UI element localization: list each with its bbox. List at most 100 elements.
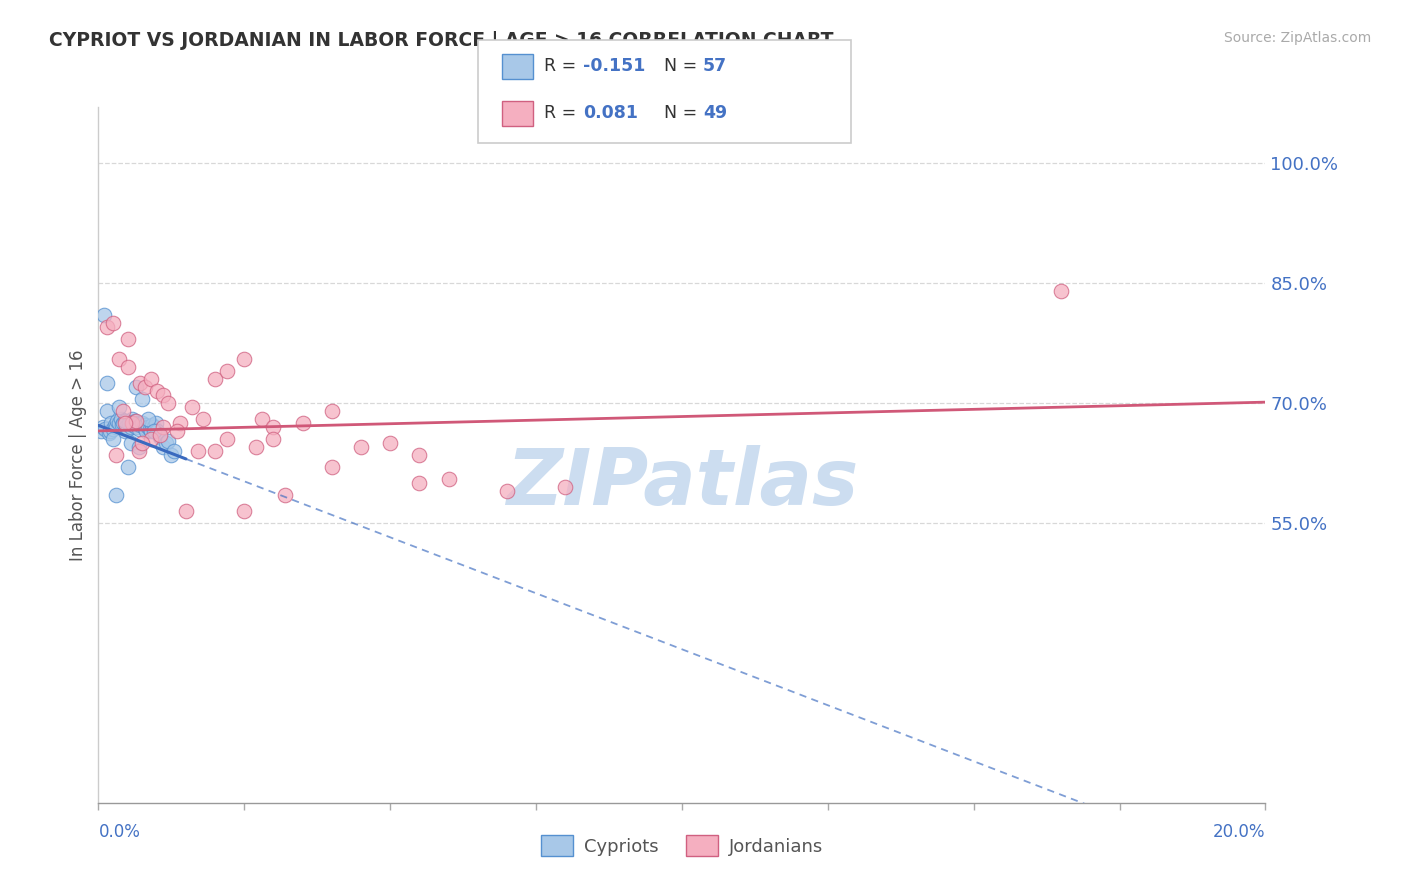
Text: 49: 49 [703,104,727,122]
Point [98,424,121,438]
Point [128,421,150,435]
Point [187,444,209,458]
Point [139,432,162,446]
Point [245,440,267,454]
Point [121,412,143,426]
Point [408,448,430,462]
Point [104,418,127,433]
Point [101,316,124,330]
Point [160,448,183,462]
Point [91,420,114,434]
Point [174,504,197,518]
Point [120,436,142,450]
Point [94,421,117,435]
Point [169,416,191,430]
Text: 20.0%: 20.0% [1213,822,1265,841]
Point [132,420,155,434]
Point [96,404,118,418]
Point [125,420,148,434]
Point [108,351,131,366]
Point [131,416,153,430]
Point [262,432,284,446]
Point [108,416,131,430]
Point [215,432,238,446]
Text: 57: 57 [703,57,727,76]
Point [110,412,132,426]
Point [101,421,124,435]
Point [233,504,256,518]
Point [139,372,162,386]
Point [104,448,127,462]
Point [142,424,165,438]
Point [105,413,128,427]
Point [111,416,134,430]
Point [250,412,273,426]
Point [155,436,177,450]
Point [96,376,118,390]
Point [321,459,343,474]
Point [146,424,169,438]
Point [114,416,136,430]
Point [142,420,165,434]
Point [139,424,162,438]
Point [104,488,127,502]
Point [117,421,139,435]
Text: 0.0%: 0.0% [98,822,141,841]
Point [378,436,402,450]
Point [129,418,152,433]
Point [193,412,215,426]
Point [166,424,188,438]
Text: Source: ZipAtlas.com: Source: ZipAtlas.com [1223,31,1371,45]
Text: 0.081: 0.081 [583,104,638,122]
Point [101,432,124,446]
Point [152,420,174,434]
Point [233,351,256,366]
Point [111,418,134,433]
Legend: Cypriots, Jordanians: Cypriots, Jordanians [533,828,831,863]
Point [135,424,157,438]
Y-axis label: In Labor Force | Age > 16: In Labor Force | Age > 16 [69,349,87,561]
Point [136,412,159,426]
Point [141,418,163,433]
Point [262,420,284,434]
Point [152,388,174,402]
Point [554,480,576,494]
Point [291,416,314,430]
Point [139,421,162,435]
Text: ZIPatlas: ZIPatlas [506,445,858,521]
Point [204,444,226,458]
Point [104,420,127,434]
Point [131,436,153,450]
Point [117,459,139,474]
Point [114,424,136,438]
Point [117,359,139,374]
Point [145,416,167,430]
Point [1050,284,1073,298]
Point [129,376,152,390]
Point [180,400,202,414]
Point [408,475,430,490]
Text: CYPRIOT VS JORDANIAN IN LABOR FORCE | AGE > 16 CORRELATION CHART: CYPRIOT VS JORDANIAN IN LABOR FORCE | AG… [49,31,834,51]
Point [108,400,131,414]
Point [90,424,112,438]
Point [215,364,238,378]
Point [146,384,169,398]
Text: N =: N = [664,57,703,76]
Point [120,420,142,434]
Point [118,416,141,430]
Text: -0.151: -0.151 [583,57,645,76]
Point [125,380,148,394]
Point [149,429,172,443]
Point [350,440,373,454]
Point [204,372,226,386]
Point [114,413,136,427]
Text: R =: R = [544,57,582,76]
Text: R =: R = [544,104,582,122]
Point [134,418,156,433]
Point [495,483,517,498]
Point [124,413,146,427]
Point [163,444,186,458]
Point [93,308,115,322]
Point [121,416,143,430]
Point [274,488,297,502]
